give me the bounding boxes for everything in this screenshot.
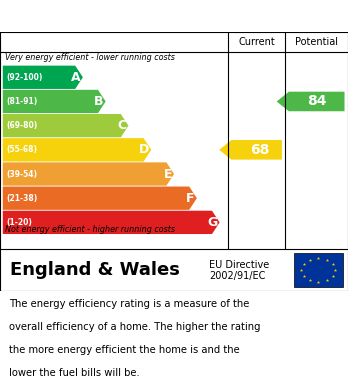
Text: (55-68): (55-68) (6, 145, 37, 154)
Text: (39-54): (39-54) (6, 170, 37, 179)
Text: F: F (186, 192, 195, 205)
Text: Not energy efficient - higher running costs: Not energy efficient - higher running co… (5, 225, 175, 234)
Polygon shape (3, 138, 151, 161)
Text: (21-38): (21-38) (6, 194, 38, 203)
Polygon shape (3, 114, 128, 137)
Text: England & Wales: England & Wales (10, 261, 180, 279)
Text: lower the fuel bills will be.: lower the fuel bills will be. (9, 368, 140, 378)
Text: Very energy efficient - lower running costs: Very energy efficient - lower running co… (5, 53, 175, 62)
Polygon shape (277, 91, 345, 111)
Text: (81-91): (81-91) (6, 97, 38, 106)
Text: (92-100): (92-100) (6, 73, 43, 82)
Text: G: G (207, 216, 218, 229)
Polygon shape (3, 211, 220, 234)
Text: (1-20): (1-20) (6, 218, 32, 227)
Text: C: C (117, 119, 126, 132)
Text: the more energy efficient the home is and the: the more energy efficient the home is an… (9, 345, 239, 355)
Polygon shape (219, 140, 282, 160)
Text: E: E (164, 167, 172, 181)
Text: Potential: Potential (295, 37, 338, 47)
Polygon shape (3, 162, 174, 186)
Polygon shape (3, 66, 83, 89)
Text: Current: Current (238, 37, 275, 47)
Text: D: D (139, 143, 149, 156)
Text: B: B (94, 95, 104, 108)
Text: 84: 84 (307, 95, 326, 108)
Text: A: A (71, 71, 81, 84)
Text: The energy efficiency rating is a measure of the: The energy efficiency rating is a measur… (9, 299, 249, 309)
Text: 68: 68 (251, 143, 270, 157)
Polygon shape (3, 187, 197, 210)
Text: overall efficiency of a home. The higher the rating: overall efficiency of a home. The higher… (9, 322, 260, 332)
Polygon shape (3, 90, 106, 113)
Text: EU Directive: EU Directive (209, 260, 269, 270)
Text: (69-80): (69-80) (6, 121, 38, 130)
Text: Energy Efficiency Rating: Energy Efficiency Rating (10, 9, 220, 24)
Text: 2002/91/EC: 2002/91/EC (209, 271, 265, 281)
FancyBboxPatch shape (294, 253, 343, 287)
